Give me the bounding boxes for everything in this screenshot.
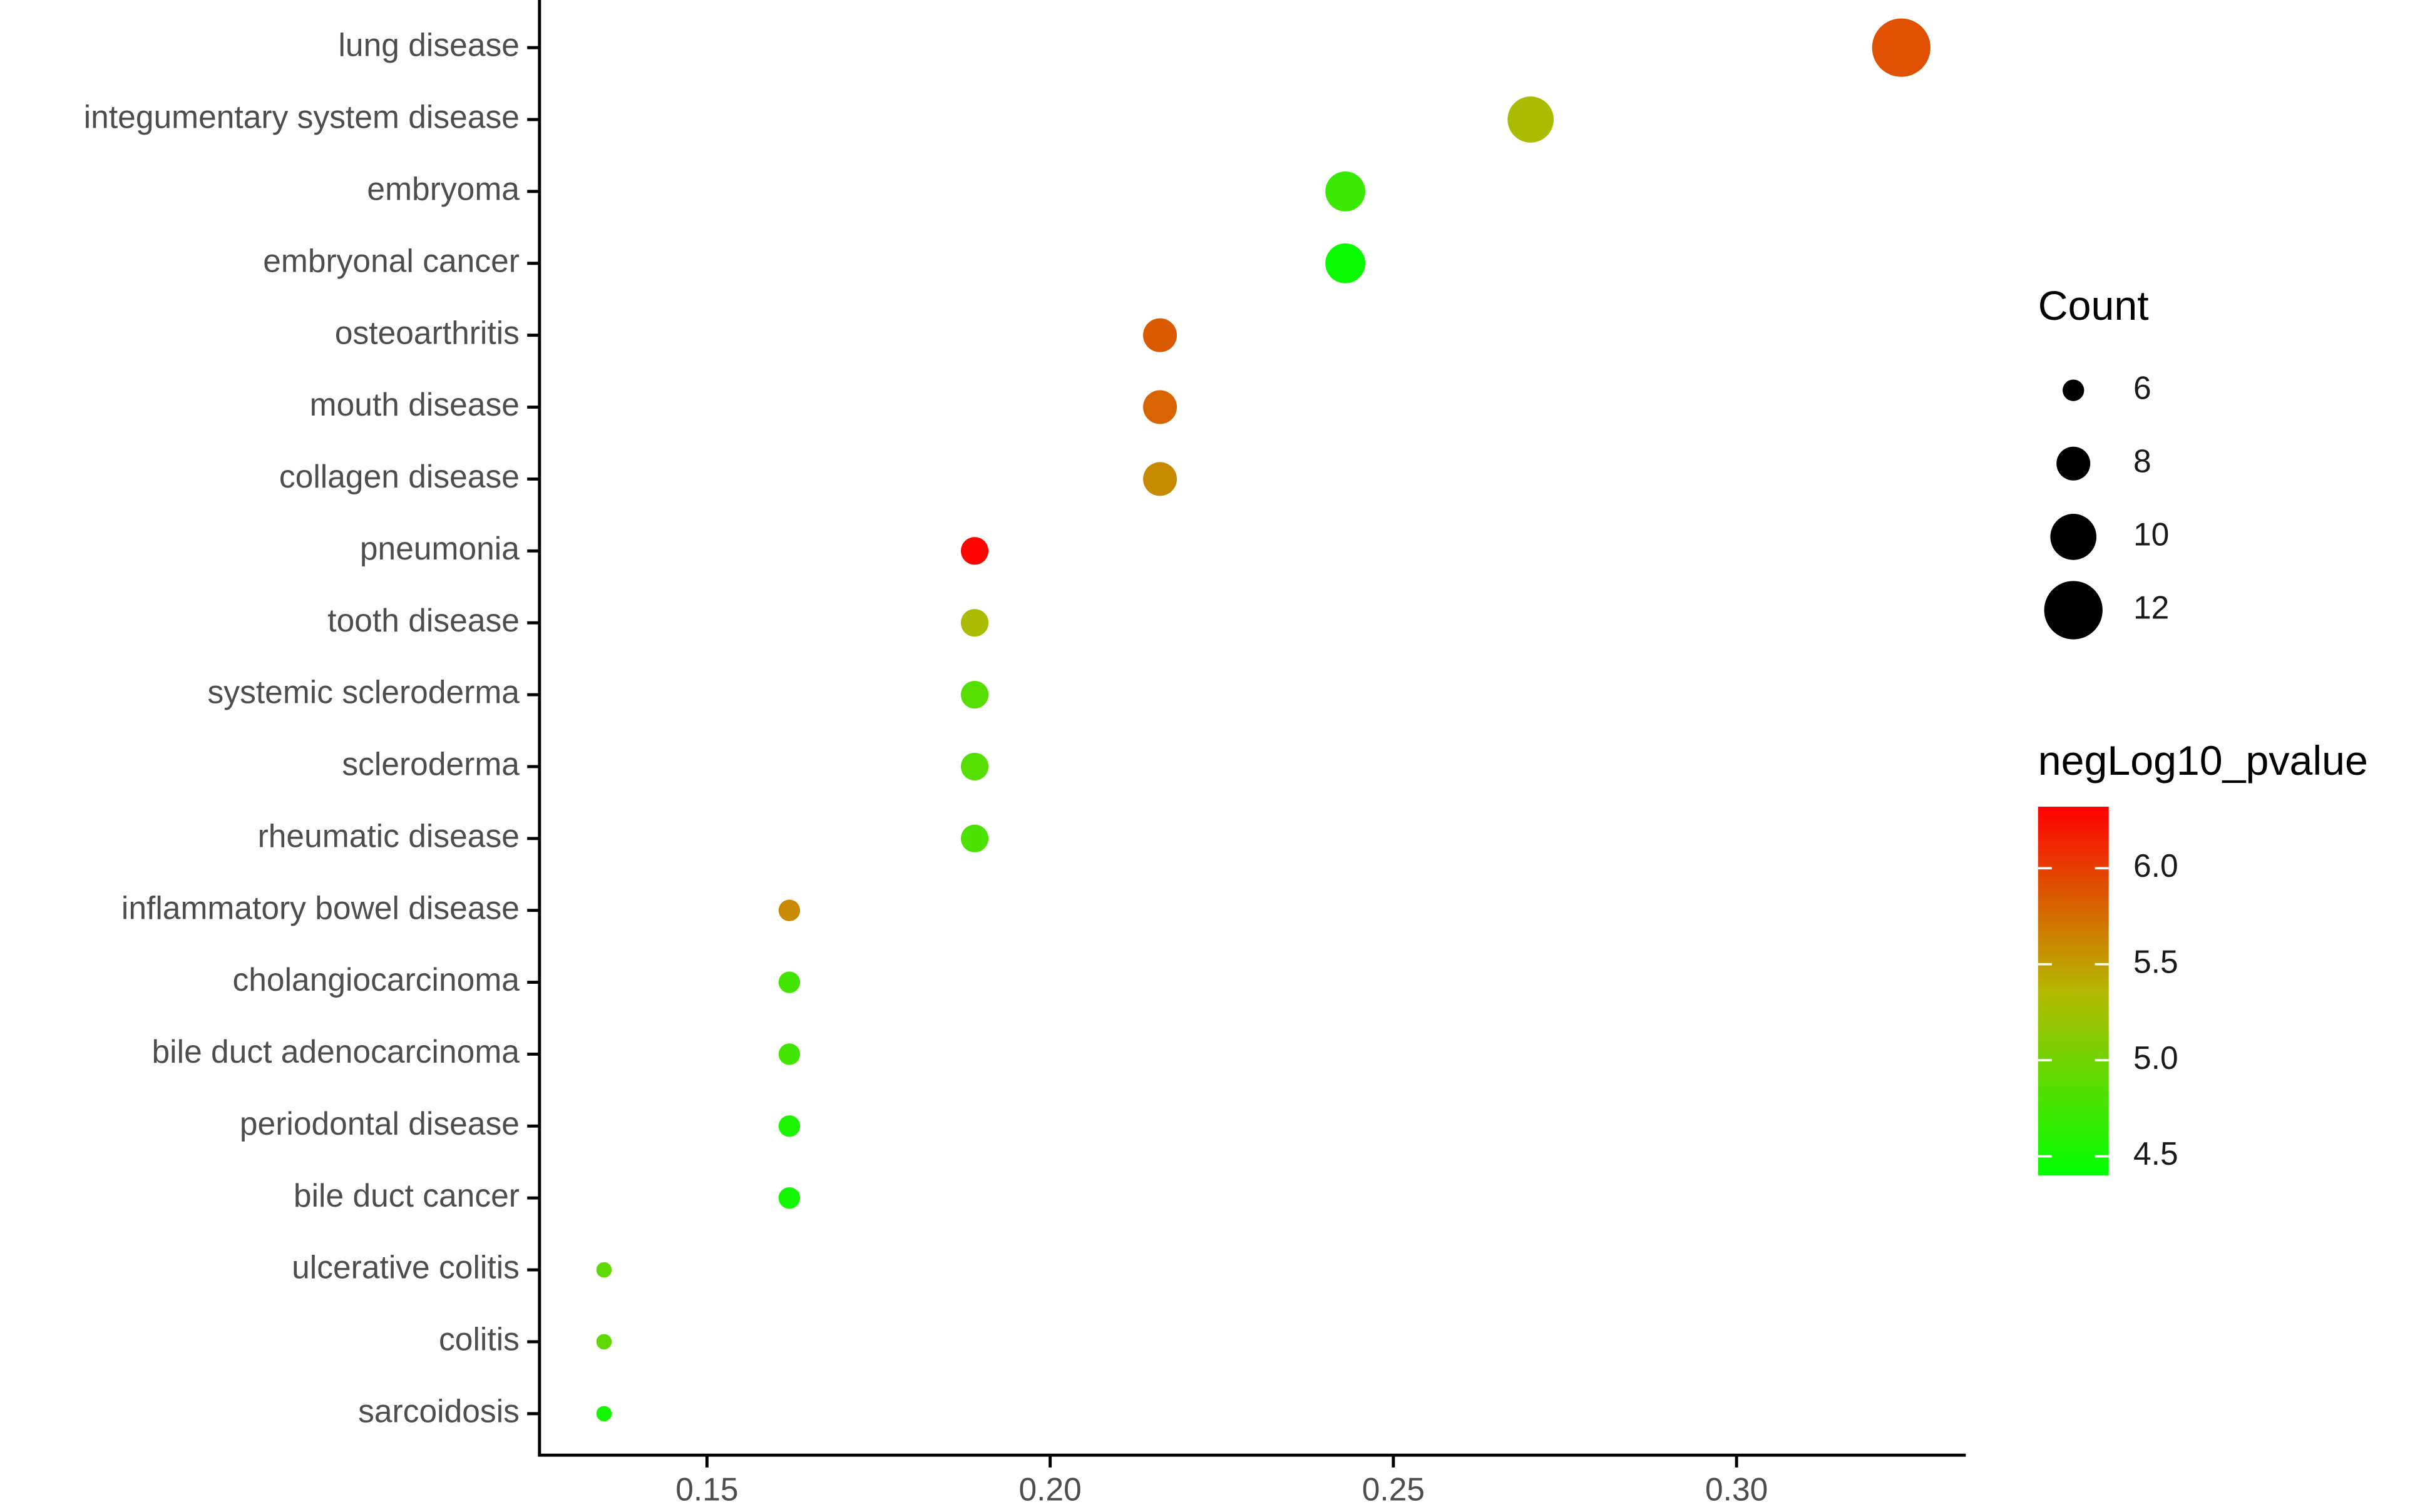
y-tick-label: osteoarthritis [335,314,520,350]
y-tick-label: tooth disease [327,602,520,638]
colorbar-label: 4.5 [2133,1135,2178,1172]
dot [778,899,801,921]
x-tick-label: 0.30 [1705,1471,1768,1508]
colorbar-label: 6.0 [2133,847,2178,884]
y-tick-label: rheumatic disease [258,817,520,854]
y-tick-label: sarcoidosis [358,1392,520,1429]
y-tick-label: lung disease [338,27,519,63]
dot [1325,171,1366,212]
colorbar [2038,807,2109,1176]
y-tick-label: embryonal cancer [263,242,520,278]
colorbar-label: 5.0 [2133,1040,2178,1076]
y-tick-label: embryoma [367,171,520,207]
y-tick-label: systemic scleroderma [208,674,520,710]
dot [960,824,989,852]
dot [960,537,989,565]
y-tick-label: colitis [439,1321,520,1357]
dot [1507,96,1554,143]
size-legend-key [2050,514,2097,560]
dot [778,1187,801,1209]
dot [960,752,989,781]
dot [596,1406,612,1422]
size-legend-key [2063,379,2084,401]
color-legend-title: negLog10_pvalue [2038,738,2368,784]
dot [960,609,989,637]
y-tick-label: inflammatory bowel disease [121,889,520,926]
y-tick-label: ulcerative colitis [292,1249,520,1285]
dot [1325,243,1366,284]
dot [960,680,989,709]
size-legend-key [2056,446,2091,481]
dot [596,1262,612,1278]
y-tick-label: periodontal disease [240,1105,520,1142]
dot [1143,318,1177,352]
dot [778,1115,801,1137]
dot [596,1334,612,1350]
size-legend-key [2044,581,2103,640]
size-legend-label: 6 [2133,369,2151,406]
dot [1143,390,1177,424]
y-tick-label: collagen disease [279,458,520,494]
y-tick-label: cholangiocarcinoma [232,961,520,998]
dot [778,971,801,993]
x-tick-label: 0.20 [1018,1471,1081,1508]
dot [778,1043,801,1065]
dot [1143,462,1177,496]
y-tick-label: integumentary system disease [84,99,520,135]
size-legend-title: Count [2038,283,2149,329]
y-tick-label: bile duct cancer [294,1177,520,1213]
colorbar-label: 5.5 [2133,943,2178,979]
size-legend-label: 8 [2133,442,2151,479]
y-tick-label: scleroderma [342,746,520,782]
x-tick-label: 0.25 [1362,1471,1425,1508]
dot [1872,18,1931,77]
y-tick-label: bile duct adenocarcinoma [152,1033,520,1070]
y-tick-label: pneumonia [360,530,520,566]
y-tick-label: mouth disease [310,386,520,422]
size-legend-label: 12 [2133,590,2169,626]
size-legend-label: 10 [2133,516,2169,553]
x-tick-label: 0.15 [675,1471,738,1508]
